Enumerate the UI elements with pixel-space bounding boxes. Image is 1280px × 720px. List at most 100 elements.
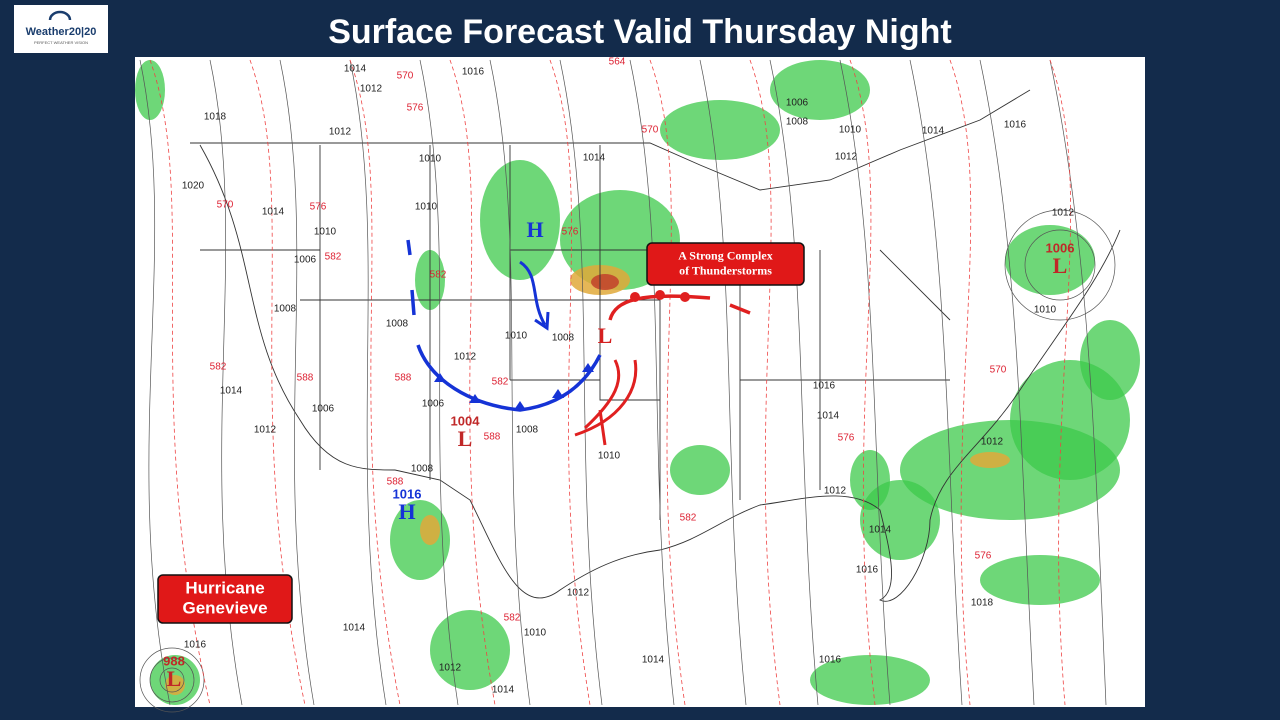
thickness-label: 582 xyxy=(210,362,227,373)
thickness-label: 570 xyxy=(397,71,414,82)
isobar-label: 1008 xyxy=(386,319,409,330)
thickness-label: 576 xyxy=(310,202,327,213)
isobar-label: 1016 xyxy=(856,565,879,576)
isobar xyxy=(1049,59,1107,706)
isobar-label: 1006 xyxy=(312,404,335,415)
thickness-line xyxy=(849,59,876,706)
heavy-precipitation xyxy=(420,515,440,545)
isobar-label: 1012 xyxy=(254,425,277,436)
flow-arrow xyxy=(519,260,550,331)
title: Surface Forecast Valid Thursday Night xyxy=(328,13,952,51)
pressure-value: 1016 xyxy=(393,486,422,501)
isobar-label: 1014 xyxy=(583,153,606,164)
isobar-label: 1008 xyxy=(274,304,297,315)
cold-front-pip xyxy=(514,401,526,410)
warm-front-pip xyxy=(655,290,665,300)
thickness-line xyxy=(949,59,972,706)
isobar-label: 1012 xyxy=(567,588,590,599)
isobar xyxy=(139,59,171,706)
isobar-label: 1016 xyxy=(813,381,836,392)
isobar-label: 1016 xyxy=(462,67,485,78)
thickness-label: 576 xyxy=(407,103,424,114)
cold-front-pip xyxy=(582,363,594,372)
isobar xyxy=(629,59,675,706)
heavy-core xyxy=(591,274,619,290)
isobar-label: 1012 xyxy=(835,152,858,163)
isobar-label: 1010 xyxy=(524,628,547,639)
thickness-label: 570 xyxy=(642,125,659,136)
callout-text: of Thunderstorms xyxy=(679,263,772,277)
precipitation xyxy=(430,610,510,690)
thickness-line xyxy=(1049,59,1071,706)
isobar xyxy=(1004,209,1116,321)
isobar xyxy=(1024,229,1096,301)
precipitation xyxy=(1005,225,1095,295)
isobar xyxy=(769,59,819,706)
thickness-label: 588 xyxy=(387,477,404,488)
isobar xyxy=(979,59,1035,706)
isobar-label: 1014 xyxy=(220,386,243,397)
thickness-label: 582 xyxy=(504,613,521,624)
border xyxy=(599,145,660,401)
callout-text: Hurricane xyxy=(185,578,264,597)
isobar xyxy=(419,59,459,706)
isobar-label: 1010 xyxy=(839,125,862,136)
isobar-label: 1012 xyxy=(454,352,477,363)
thickness-line xyxy=(449,59,496,706)
thickness-label: 582 xyxy=(492,377,509,388)
logo-name: Weather20|20 xyxy=(26,26,97,38)
isobar-label: 1014 xyxy=(817,411,840,422)
isobar-label: 1018 xyxy=(971,598,994,609)
isobar xyxy=(149,657,195,703)
pressure-letter: H xyxy=(398,499,415,524)
thickness-label: 588 xyxy=(297,373,314,384)
isobar-label: 1010 xyxy=(1034,305,1057,316)
thickness-label: 564 xyxy=(609,57,626,68)
isobar-label: 1010 xyxy=(314,227,337,238)
warm-front-pip xyxy=(680,292,690,302)
pressure-value: 988 xyxy=(163,653,185,668)
thickness-label: 582 xyxy=(680,513,697,524)
callout-text: Genevieve xyxy=(182,598,267,617)
isobar xyxy=(279,59,315,706)
pressure-letter: L xyxy=(167,666,182,691)
isobar-label: 1012 xyxy=(360,84,383,95)
thickness-line xyxy=(549,59,591,706)
isobar xyxy=(559,59,603,706)
precipitation xyxy=(850,450,890,510)
isobar xyxy=(909,59,963,706)
isobar-label: 1008 xyxy=(411,464,434,475)
heavy-precipitation xyxy=(970,452,1010,468)
thickness-label: 576 xyxy=(562,227,579,238)
heavy-precipitation xyxy=(165,675,185,695)
isobar-label: 1014 xyxy=(869,525,892,536)
isobar xyxy=(349,59,387,706)
isobar xyxy=(699,59,747,706)
isobar xyxy=(489,59,531,706)
precipitation xyxy=(1080,320,1140,400)
isobar-label: 1008 xyxy=(786,117,809,128)
thickness-label: 582 xyxy=(430,270,447,281)
isobar-label: 1014 xyxy=(262,207,285,218)
precipitation xyxy=(670,445,730,495)
isobar-label: 1016 xyxy=(819,655,842,666)
cold-front-pip xyxy=(434,373,446,382)
pressure-letter: L xyxy=(1053,253,1068,278)
isobar-label: 1014 xyxy=(922,126,945,137)
isobar-label: 1010 xyxy=(415,202,438,213)
isobar-label: 1012 xyxy=(824,486,847,497)
isobar-label: 1012 xyxy=(981,437,1004,448)
precipitation xyxy=(660,100,780,160)
isobar xyxy=(139,647,205,713)
isobar-label: 1014 xyxy=(344,64,367,75)
isobar-label: 1010 xyxy=(598,451,621,462)
isobar-label: 1012 xyxy=(439,663,462,674)
isobar-label: 1018 xyxy=(204,112,227,123)
thickness-label: 588 xyxy=(395,373,412,384)
isobar-label: 1006 xyxy=(294,255,317,266)
callout-box xyxy=(157,574,293,624)
thickness-label: 570 xyxy=(217,200,234,211)
flow-arrow xyxy=(574,359,638,446)
thickness-label: 588 xyxy=(484,432,501,443)
